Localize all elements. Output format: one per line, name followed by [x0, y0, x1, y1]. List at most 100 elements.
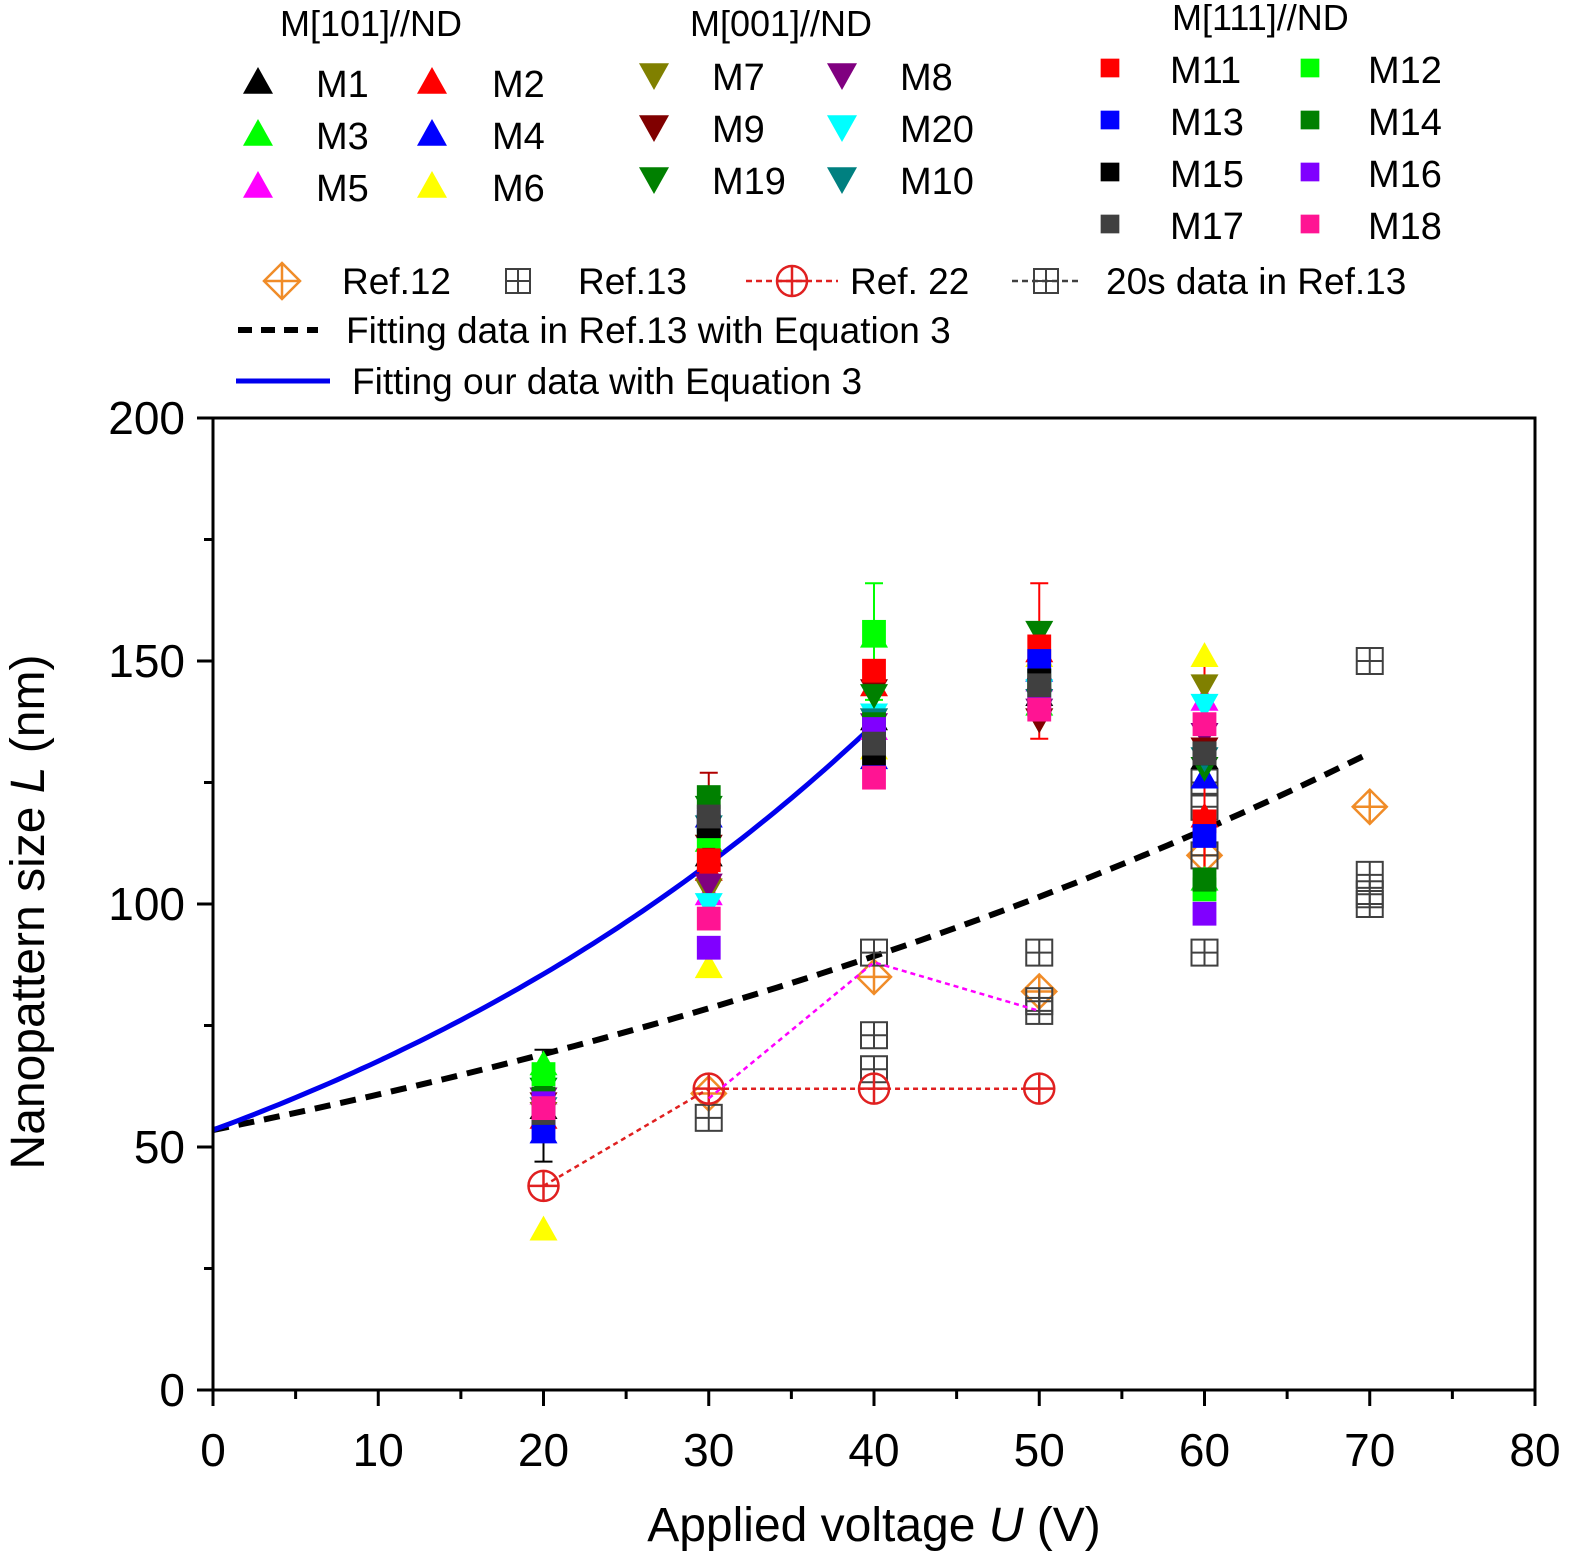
- legend-marker-m8: [827, 63, 857, 90]
- point-m6-4: [1190, 642, 1219, 668]
- point-m12-0: [531, 1062, 556, 1086]
- legend-group-title: M[111]//ND: [1172, 0, 1349, 38]
- legend-ref-marker-20s-data-in-ref-13: [1033, 268, 1059, 294]
- point-m19-2: [860, 684, 888, 710]
- point-m20-1: [694, 893, 723, 918]
- legend-label-m14: M14: [1368, 102, 1442, 144]
- point-ref-13-0: [694, 1103, 723, 1132]
- point-m20-4: [1190, 693, 1219, 719]
- legend-label-m5: M5: [316, 168, 369, 210]
- legend-label-m11: M11: [1170, 50, 1241, 92]
- legend-marker-m16: [1300, 162, 1320, 182]
- point-ref-12-4: [1350, 788, 1389, 826]
- legend-label-m6: M6: [492, 168, 545, 210]
- legend-marker-m18: [1300, 214, 1320, 234]
- x-tick-label-60: 60: [1179, 1424, 1230, 1476]
- series-ref-22: [527, 1072, 1056, 1203]
- point-m18-4: [1192, 712, 1217, 737]
- legend-entry-m9: M9: [639, 109, 765, 151]
- point-m19-3: [1025, 620, 1054, 646]
- legend-label-m10: M10: [900, 161, 974, 203]
- legend-ref-label-20s-data-in-ref-13: 20s data in Ref.13: [1106, 261, 1406, 302]
- legend-marker-m2: [417, 67, 447, 94]
- x-tick-label-20: 20: [518, 1424, 569, 1476]
- legend-marker-m5: [243, 171, 273, 198]
- legend-group-m-001-nd: M[001]//ND M7 M8 M9 M20 M19 M10: [639, 3, 974, 203]
- y-axis-title: Nanopattern size L (nm): [2, 655, 55, 1170]
- legend-marker-m17: [1100, 214, 1120, 234]
- legend-fit-label: Fitting our data with Equation 3: [352, 361, 862, 402]
- point-m11-2: [862, 658, 886, 683]
- point-m17-3: [1027, 673, 1052, 698]
- legend-group-title: M[101]//ND: [280, 3, 462, 44]
- legend-marker-m6: [417, 171, 447, 198]
- legend-marker-m7: [639, 63, 669, 90]
- legend-marker-m4: [417, 119, 447, 146]
- legend-label-m1: M1: [316, 64, 369, 106]
- point-ref-22-1: [692, 1072, 725, 1105]
- series-m18: [531, 697, 1217, 1121]
- legend-group-m-101-nd: M[101]//ND M1 M2 M3 M4 M5 M6: [243, 3, 545, 210]
- axes: 0 10 20 30 40 50 60 70 80 0 50 100 150 200 Applied vol…: [2, 392, 1561, 1552]
- legend-ref-ref-22: Ref. 22: [746, 261, 969, 302]
- legend-label-m19: M19: [712, 161, 786, 203]
- legend-ref-label-ref-22: Ref. 22: [850, 261, 969, 302]
- point-m18-3: [1027, 697, 1052, 722]
- legend-ref-marker-ref-22: [775, 264, 809, 298]
- point-ref-13-5: [1025, 987, 1054, 1016]
- legend-label-m15: M15: [1170, 154, 1244, 196]
- point-m8-1: [694, 873, 723, 899]
- legend-label-m2: M2: [492, 64, 545, 106]
- legend-marker-m11: [1100, 58, 1120, 78]
- x-axis-title: Applied voltage U (V): [647, 1499, 1101, 1552]
- legend-entry-m7: M7: [639, 57, 765, 99]
- legend-ref-ref-13: Ref.13: [505, 261, 687, 302]
- legend-label-m9: M9: [712, 109, 765, 151]
- point-m6-1: [694, 953, 723, 979]
- point-m6-0: [529, 1215, 558, 1241]
- legend-group-m-111-nd: M[111]//ND M11 M12 M13 M14 M15 M16 M17 M18: [1100, 0, 1442, 248]
- y-tick-label-200: 200: [108, 392, 185, 444]
- legend-label-m17: M17: [1170, 206, 1244, 248]
- legend-entry-m11: M11: [1100, 50, 1241, 92]
- legend-label-m13: M13: [1170, 102, 1244, 144]
- legend-label-m20: M20: [900, 109, 974, 151]
- legend-entry-m20: M20: [827, 109, 974, 151]
- point-ref-13-7: [1190, 938, 1219, 967]
- point-ref-22-3: [1023, 1072, 1056, 1105]
- legend-label-m16: M16: [1368, 154, 1442, 196]
- point-ref-22-2: [857, 1072, 891, 1105]
- fit-lines: [212, 722, 1372, 1133]
- point-m17-2: [862, 731, 886, 756]
- point-m13-3: [1027, 649, 1052, 673]
- y-tick-label-100: 100: [108, 878, 185, 930]
- legend-marker-m9: [639, 115, 669, 142]
- x-tick-label-70: 70: [1344, 1424, 1395, 1476]
- legend-ref-label-ref-12: Ref.12: [342, 261, 451, 302]
- series-line-20s-data-in-ref-13: [708, 960, 1040, 1100]
- legend-ref-label-ref-13: Ref.13: [578, 261, 687, 302]
- legend-entry-m15: M15: [1100, 154, 1244, 196]
- legend-label-m8: M8: [900, 57, 953, 99]
- point-ref-13-6: [1025, 938, 1054, 967]
- legend-marker-m15: [1100, 162, 1120, 182]
- legend-entry-m5: M5: [243, 168, 369, 210]
- x-tick-label-10: 10: [353, 1424, 404, 1476]
- legend-marker-m14: [1300, 110, 1320, 130]
- legend-fit-fitting-our-data-with-equation-3: Fitting our data with Equation 3: [236, 361, 862, 402]
- legend-marker-m3: [243, 119, 273, 146]
- legend-entry-m3: M3: [243, 116, 369, 158]
- point-ref-13-14: [1355, 647, 1384, 675]
- point-m12-2: [862, 619, 886, 644]
- x-tick-label-40: 40: [848, 1424, 899, 1476]
- legend-marker-m20: [827, 115, 857, 142]
- y-tick-label-150: 150: [108, 635, 185, 687]
- point-m7-4: [1190, 674, 1219, 700]
- plot-frame: [211, 416, 1537, 1392]
- fit-line-fitting-data-in-ref-13-with-equation-3: [212, 750, 1372, 1133]
- point-m16-4: [1192, 901, 1217, 926]
- legend-marker-m1: [243, 67, 273, 94]
- legend: M[101]//ND M1 M2 M3 M4 M5 M6 M[001]//ND M7 M8 M9 M2…: [236, 0, 1442, 402]
- point-m14-4: [1192, 867, 1217, 892]
